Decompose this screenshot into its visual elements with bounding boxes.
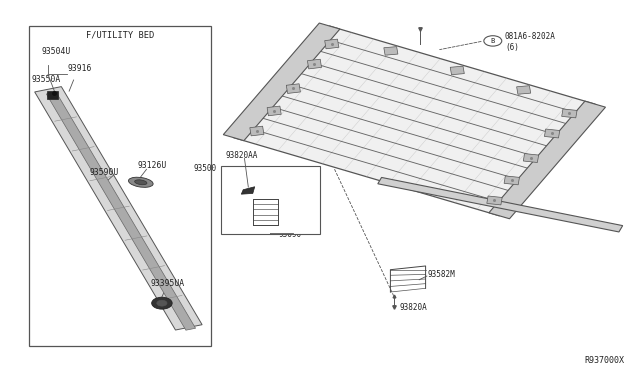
Text: 93126U: 93126U [138, 161, 167, 170]
Text: R937000X: R937000X [584, 356, 624, 365]
Text: 93690: 93690 [278, 230, 301, 239]
Text: 93582M: 93582M [428, 270, 455, 279]
Polygon shape [324, 39, 339, 49]
Polygon shape [47, 91, 58, 99]
Polygon shape [267, 106, 281, 116]
Circle shape [152, 297, 172, 309]
Ellipse shape [129, 177, 153, 187]
Polygon shape [378, 177, 623, 232]
Polygon shape [241, 187, 255, 194]
Polygon shape [35, 87, 202, 330]
Polygon shape [487, 196, 502, 205]
Text: 93821MAC<LH>: 93821MAC<LH> [232, 196, 284, 202]
Polygon shape [234, 26, 595, 216]
FancyBboxPatch shape [29, 26, 211, 346]
Text: 93550A: 93550A [31, 75, 61, 84]
Text: 93916: 93916 [67, 64, 92, 73]
Polygon shape [545, 129, 560, 138]
Polygon shape [450, 66, 464, 75]
Polygon shape [384, 46, 398, 55]
Polygon shape [307, 59, 321, 69]
Text: 93590U: 93590U [90, 168, 119, 177]
Text: B: B [491, 38, 495, 44]
Text: 93820AA: 93820AA [226, 151, 259, 160]
Ellipse shape [134, 180, 147, 185]
Circle shape [484, 36, 502, 46]
Polygon shape [562, 109, 577, 118]
Polygon shape [489, 101, 605, 219]
Text: 93504U: 93504U [42, 47, 71, 56]
FancyBboxPatch shape [221, 166, 320, 234]
Text: 93826A: 93826A [232, 202, 259, 211]
Polygon shape [524, 154, 539, 163]
Text: 93395UA: 93395UA [150, 279, 184, 288]
Text: F/UTILITY BED: F/UTILITY BED [86, 31, 154, 40]
Polygon shape [504, 176, 520, 185]
Polygon shape [250, 126, 264, 136]
Circle shape [157, 300, 167, 306]
Polygon shape [46, 92, 196, 330]
Text: 93821M <RH>: 93821M <RH> [232, 189, 280, 195]
Text: 081A6-8202A: 081A6-8202A [505, 32, 556, 41]
Polygon shape [223, 23, 340, 141]
Text: (6): (6) [505, 43, 519, 52]
Text: 93500: 93500 [194, 164, 217, 173]
Text: 93820A: 93820A [400, 302, 428, 311]
Polygon shape [516, 86, 531, 94]
Polygon shape [286, 84, 300, 93]
